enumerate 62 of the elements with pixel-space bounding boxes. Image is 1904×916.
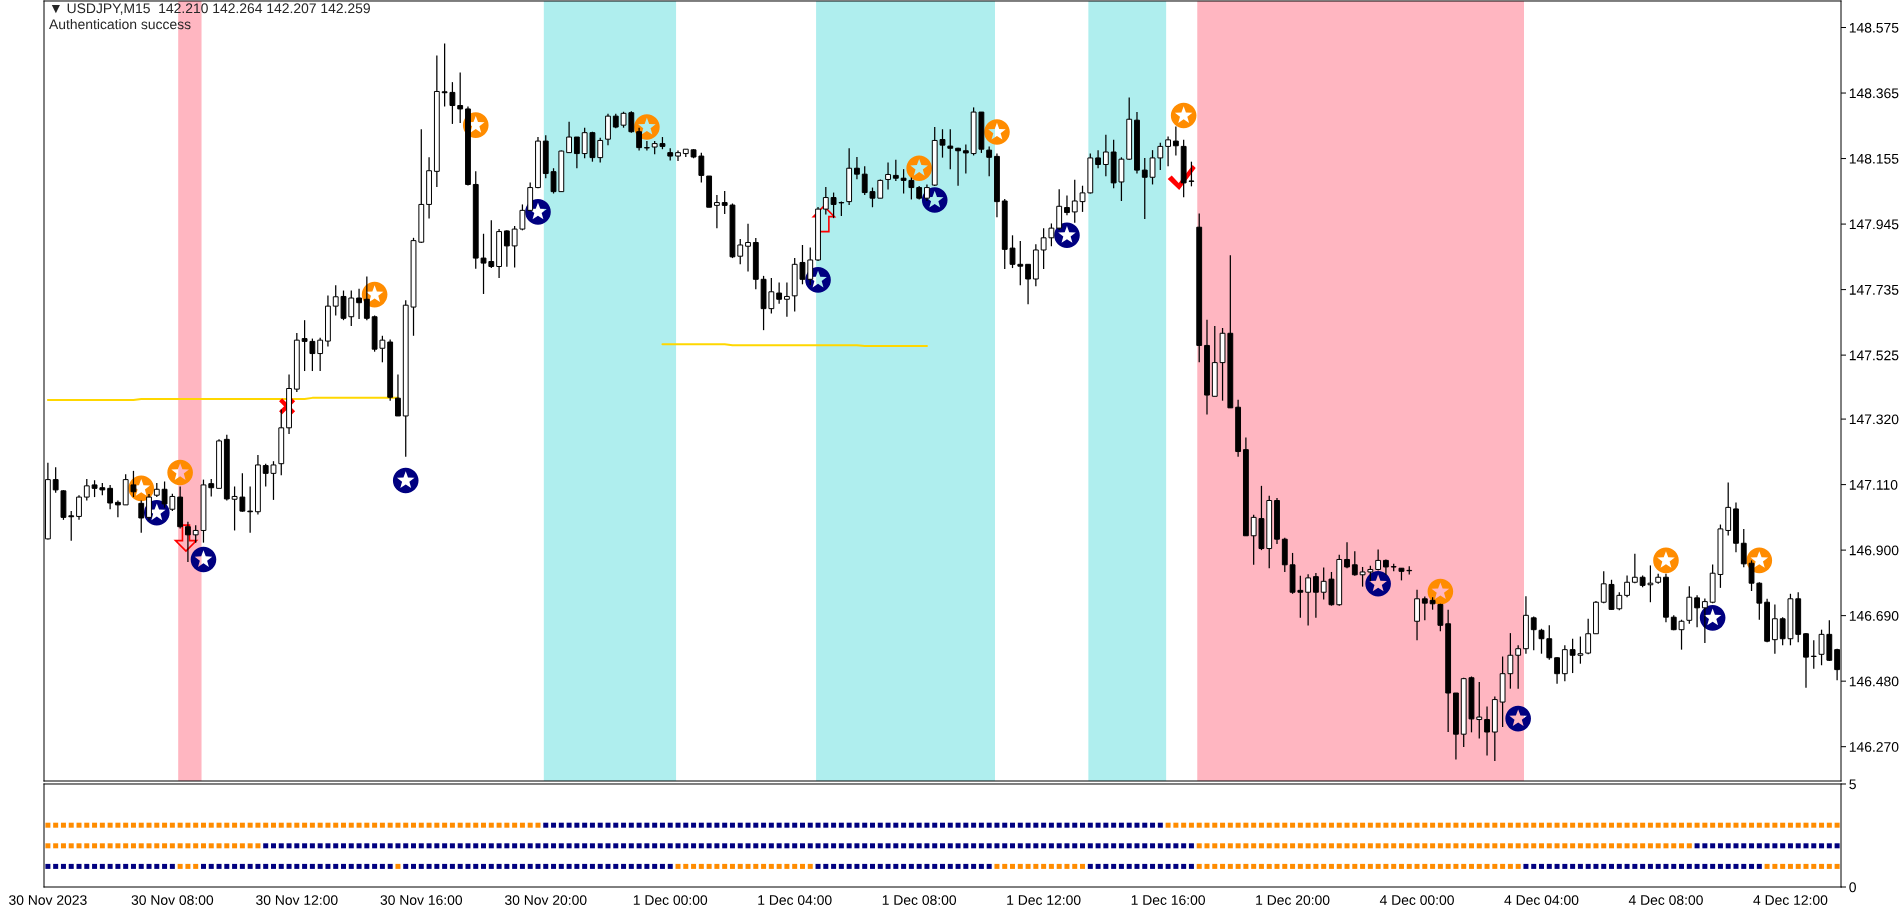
point [984,119,1010,145]
x-tick-label: 30 Nov 08:00 [131,895,214,905]
x-tick-label: 30 Nov 12:00 [256,895,338,905]
point [1054,222,1080,249]
point [1427,578,1454,605]
point [392,467,419,494]
y-tick-label: 147.945 [1849,219,1899,230]
candlestick [784,282,790,317]
y-tick-label: 147.525 [1849,350,1899,361]
y-tick-label: 147.735 [1849,284,1899,295]
candlestick [955,147,961,186]
candlestick [1312,572,1319,618]
x-tick-label: 4 Dec 04:00 [1504,895,1579,905]
y-tick-label: 146.480 [1849,676,1899,687]
point [167,459,193,486]
y-tick-label: 147.110 [1849,479,1898,490]
candlestick [1025,263,1031,305]
candlestick [675,150,681,162]
x-tick-label: 1 Dec 08:00 [882,895,957,905]
y-tick-label: 0 [1849,882,1856,893]
y-tick-label: 146.690 [1849,610,1899,621]
candlestick [185,521,191,562]
candlestick [854,157,860,180]
point [1365,571,1391,597]
x-tick-label: 1 Dec 20:00 [1256,895,1330,905]
x-tick-label: 1 Dec 00:00 [633,895,708,905]
chart-title: ▼ USDJPY,M15 142.210 142.264 142.207 142.259 [51,3,370,15]
x-tick-label: 30 Nov 16:00 [380,895,463,905]
point [1699,605,1726,631]
candlestick [1344,542,1350,569]
candlestick [1694,595,1700,628]
y-tick-label: 147.320 [1849,414,1899,425]
point [1653,547,1679,574]
x-tick-label: 4 Dec 08:00 [1628,895,1703,905]
point [906,155,932,182]
point [1170,102,1197,129]
candlestick [395,374,401,417]
x-tick-label: 4 Dec 00:00 [1379,895,1454,905]
y-tick-label: 148.365 [1849,88,1899,99]
candlestick [885,162,891,190]
x-tick-label: 4 Dec 12:00 [1753,895,1828,905]
y-tick-label: 5 [1849,779,1856,790]
candlestick [1165,136,1172,167]
point [190,546,217,573]
y-tick-label: 146.900 [1849,545,1899,556]
x-tick-label: 30 Nov 20:00 [504,895,587,905]
candlestick [1064,195,1070,216]
x-tick-label: 1 Dec 04:00 [758,895,832,905]
y-tick-label: 148.575 [1849,22,1899,33]
point [1505,705,1531,732]
candlestick [1484,706,1490,756]
x-tick-label: 1 Dec 12:00 [1007,895,1081,905]
text: Authentication success [49,19,191,30]
x-tick-label: 30 Nov 2023 [9,895,87,905]
candlestick [643,141,650,151]
x-tick-label: 1 Dec 16:00 [1131,895,1206,905]
candlestick [713,195,720,229]
candlestick [356,288,362,319]
y-tick-label: 148.155 [1849,153,1899,164]
candlestick [114,500,121,518]
candlestick [745,223,751,272]
y-tick-label: 146.270 [1849,742,1899,752]
